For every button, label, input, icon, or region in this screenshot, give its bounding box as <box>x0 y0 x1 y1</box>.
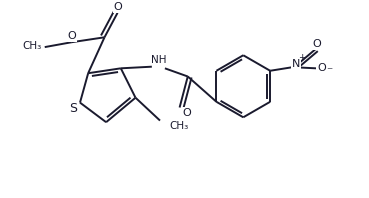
Text: NH: NH <box>151 54 166 65</box>
Text: O: O <box>68 31 76 41</box>
Text: ⁻: ⁻ <box>327 65 333 78</box>
Text: +: + <box>298 52 306 62</box>
Text: O: O <box>114 2 123 12</box>
Text: CH₃: CH₃ <box>22 41 41 51</box>
Text: CH₃: CH₃ <box>170 121 189 131</box>
Text: O: O <box>317 63 326 73</box>
Text: S: S <box>69 102 77 115</box>
Text: O: O <box>313 39 321 49</box>
Text: N: N <box>292 59 300 69</box>
Text: O: O <box>182 108 191 118</box>
